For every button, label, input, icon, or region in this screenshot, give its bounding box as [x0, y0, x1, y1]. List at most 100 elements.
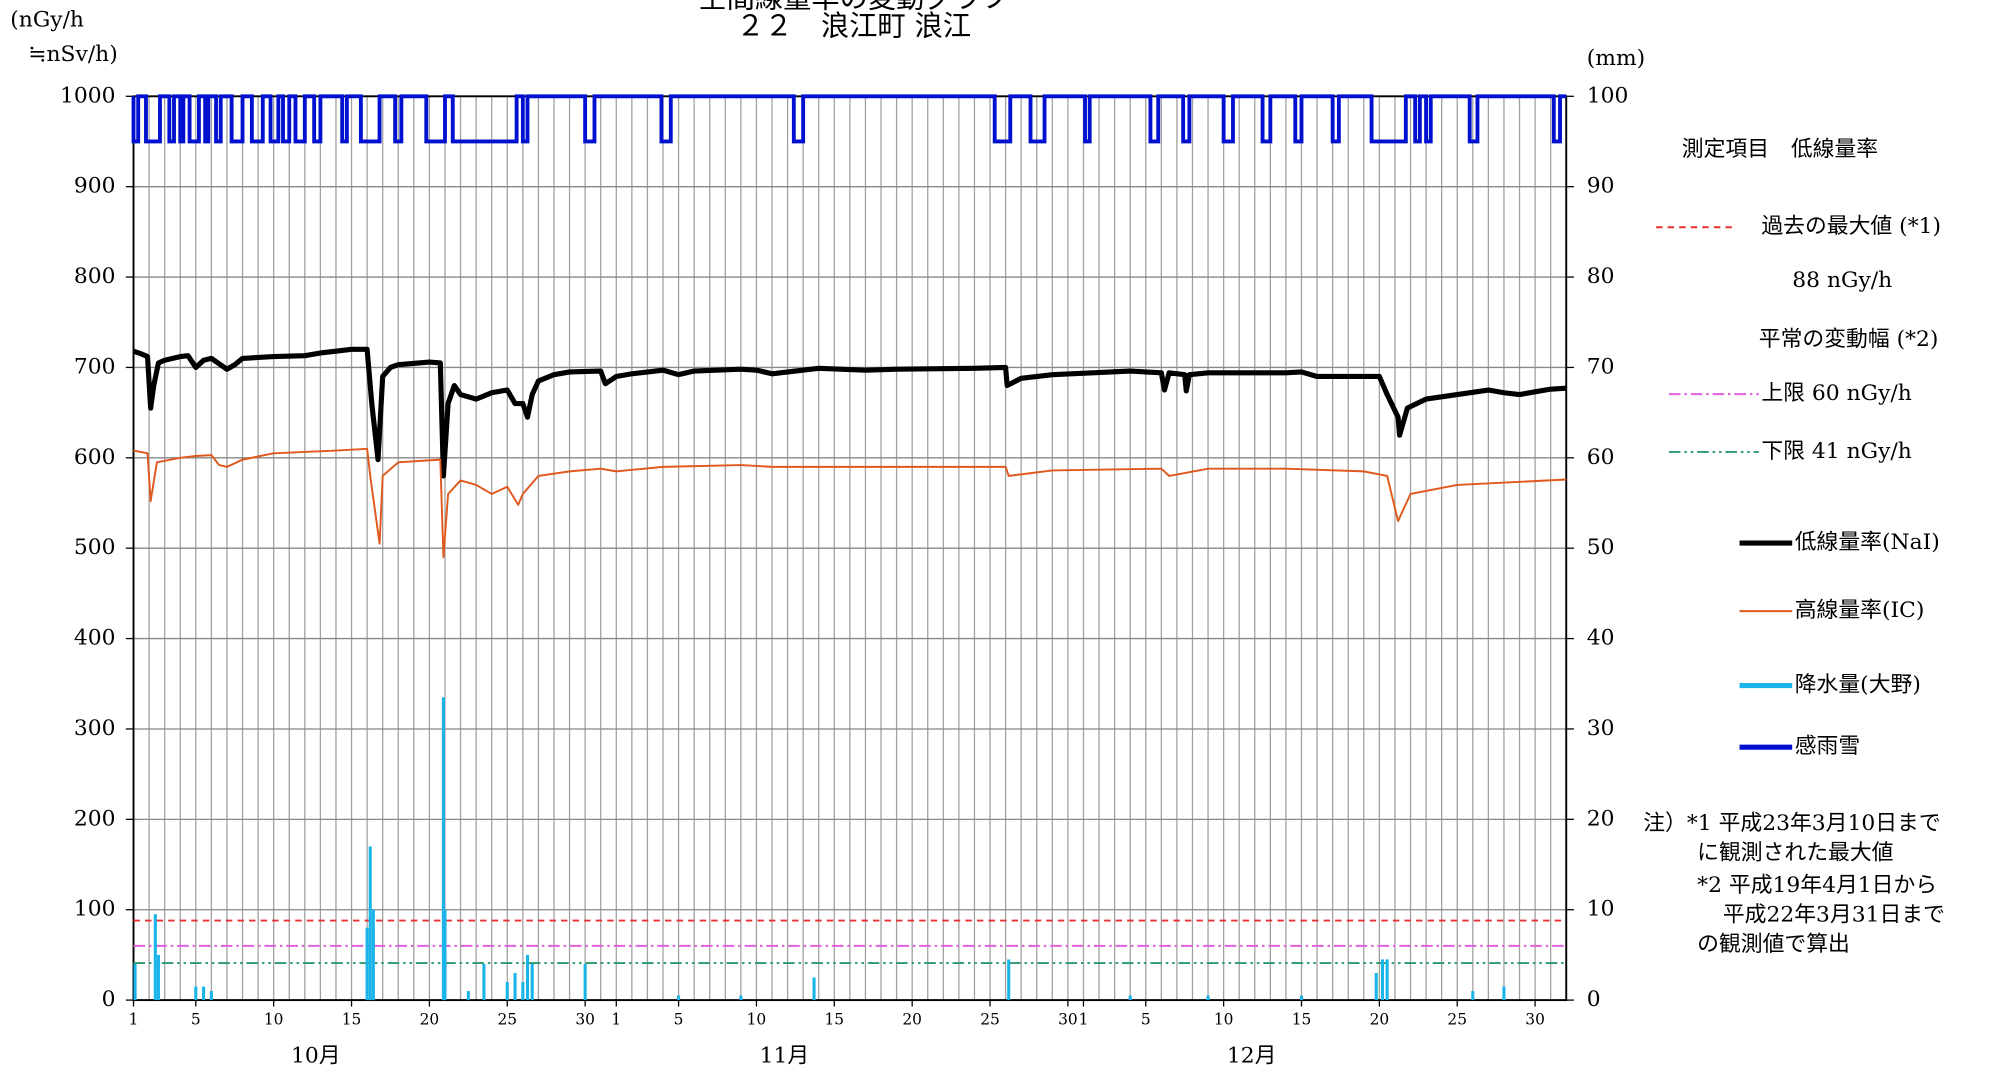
x-tick-label: 15 [825, 1011, 845, 1029]
y2-tick-label: 60 [1587, 445, 1615, 470]
x-tick-label: 10 [264, 1011, 284, 1029]
y2-tick-label: 80 [1587, 264, 1615, 289]
rain-bar [443, 909, 447, 1001]
rain-bar [482, 963, 486, 1001]
x-tick-label: 30 [1058, 1011, 1078, 1029]
rain-bar [365, 927, 369, 1001]
rain-bar [530, 963, 534, 1001]
note: の観測値で算出 [1697, 932, 1850, 957]
legend-label: 88 nGy/h [1792, 268, 1892, 293]
y2-tick-label: 0 [1587, 987, 1601, 1012]
rain-bar [1380, 959, 1385, 1001]
rain-bar [1385, 959, 1389, 1001]
rain-bar [153, 914, 157, 1001]
chart-title: 空間線量率の変動グラフ [698, 0, 1009, 15]
y-tick-label: 100 [74, 897, 116, 922]
x-tick-label: 30 [1525, 1011, 1545, 1029]
x-tick-label: 10 [1214, 1011, 1234, 1029]
rain-bar [441, 697, 445, 1001]
y2-tick-label: 40 [1587, 626, 1615, 651]
rain-bar [513, 972, 517, 1001]
month-label: 12月 [1227, 1044, 1277, 1069]
rain-bar [1128, 995, 1132, 1001]
y-tick-label: 900 [74, 174, 116, 199]
y2-tick-label: 90 [1587, 174, 1615, 199]
series-line [132, 346, 1567, 479]
y-tick-label: 500 [74, 535, 116, 560]
x-tick-label: 20 [1370, 1011, 1390, 1029]
x-tick-label: 15 [1292, 1011, 1312, 1029]
x-tick-label: 25 [980, 1011, 1000, 1029]
x-tick-label: 1 [1079, 1011, 1089, 1029]
y2-tick-label: 20 [1587, 806, 1615, 831]
rain-bar [209, 991, 213, 1001]
legend-label: 上限 60 nGy/h [1761, 381, 1911, 406]
y2-tick-label: 30 [1587, 716, 1615, 741]
note: 平成22年3月31日まで [1723, 902, 1945, 927]
legend-label: 感雨雪 [1795, 734, 1860, 759]
rain-bar [1007, 959, 1011, 1001]
y-tick-label: 0 [102, 987, 116, 1012]
rain-bar [739, 995, 743, 1001]
rain-bar [1374, 972, 1378, 1001]
y2-tick-label: 100 [1587, 83, 1629, 108]
rain-bar [521, 982, 525, 1001]
legend-label: 高線量率(IC) [1795, 598, 1925, 623]
x-tick-label: 20 [420, 1011, 440, 1029]
y-tick-label: 1000 [60, 83, 116, 108]
rain-bar [677, 995, 681, 1001]
y2-tick-label: 10 [1587, 897, 1615, 922]
x-tick-label: 15 [342, 1011, 362, 1029]
legend-label: 下限 41 nGy/h [1761, 439, 1911, 464]
y-tick-label: 700 [74, 354, 116, 379]
x-tick-label: 30 [575, 1011, 595, 1029]
y-tick-label: 200 [74, 806, 116, 831]
x-tick-label: 5 [674, 1011, 684, 1029]
rain-bar [194, 986, 198, 1001]
x-tick-label: 25 [497, 1011, 517, 1029]
legend-label: 降水量(大野) [1795, 673, 1921, 698]
y-tick-label: 800 [74, 264, 116, 289]
rain-bar [156, 954, 160, 1001]
rain-bar [525, 954, 530, 1001]
rain-bar [583, 963, 587, 1001]
legend-heading: 平常の変動幅 (*2) [1759, 327, 1939, 352]
rain-bar [368, 846, 372, 1001]
y2-axis-label: (mm) [1587, 46, 1645, 71]
legend-label: 低線量率(NaI) [1795, 530, 1940, 555]
x-tick-label: 10 [747, 1011, 767, 1029]
y-tick-label: 400 [74, 626, 116, 651]
rain-bar [1502, 986, 1506, 1001]
month-label: 10月 [291, 1044, 341, 1069]
note: 注）*1 平成23年3月10日まで [1643, 811, 1940, 836]
rain-bar [505, 982, 509, 1001]
month-label: 11月 [760, 1044, 810, 1069]
rain-bar [1471, 991, 1475, 1001]
legend-label: 過去の最大値 (*1) [1761, 214, 1941, 239]
y-axis-label: ≒nSv/h) [28, 42, 118, 67]
y-tick-label: 300 [74, 716, 116, 741]
y-axis-label: (nGy/h [10, 8, 84, 33]
x-tick-label: 1 [129, 1011, 139, 1029]
y2-tick-label: 70 [1587, 354, 1615, 379]
x-tick-label: 1 [611, 1011, 621, 1029]
y-tick-label: 600 [74, 445, 116, 470]
rain-bar [133, 963, 137, 1001]
rain-bar [202, 986, 206, 1001]
y2-tick-label: 50 [1587, 535, 1615, 560]
sensor-line [131, 94, 1567, 144]
rain-bar [371, 909, 375, 1001]
x-tick-label: 5 [191, 1011, 201, 1029]
x-tick-label: 20 [902, 1011, 922, 1029]
rain-bar [1299, 995, 1304, 1001]
rain-bar [812, 977, 816, 1001]
rain-bar [1206, 995, 1210, 1001]
chart-subtitle: ２２ 浪江町 浪江 [736, 10, 971, 43]
note: *2 平成19年4月1日から [1697, 873, 1937, 898]
rain-bar [466, 991, 470, 1001]
x-tick-label: 25 [1447, 1011, 1467, 1029]
series-line [133, 447, 1567, 559]
x-tick-label: 5 [1141, 1011, 1151, 1029]
